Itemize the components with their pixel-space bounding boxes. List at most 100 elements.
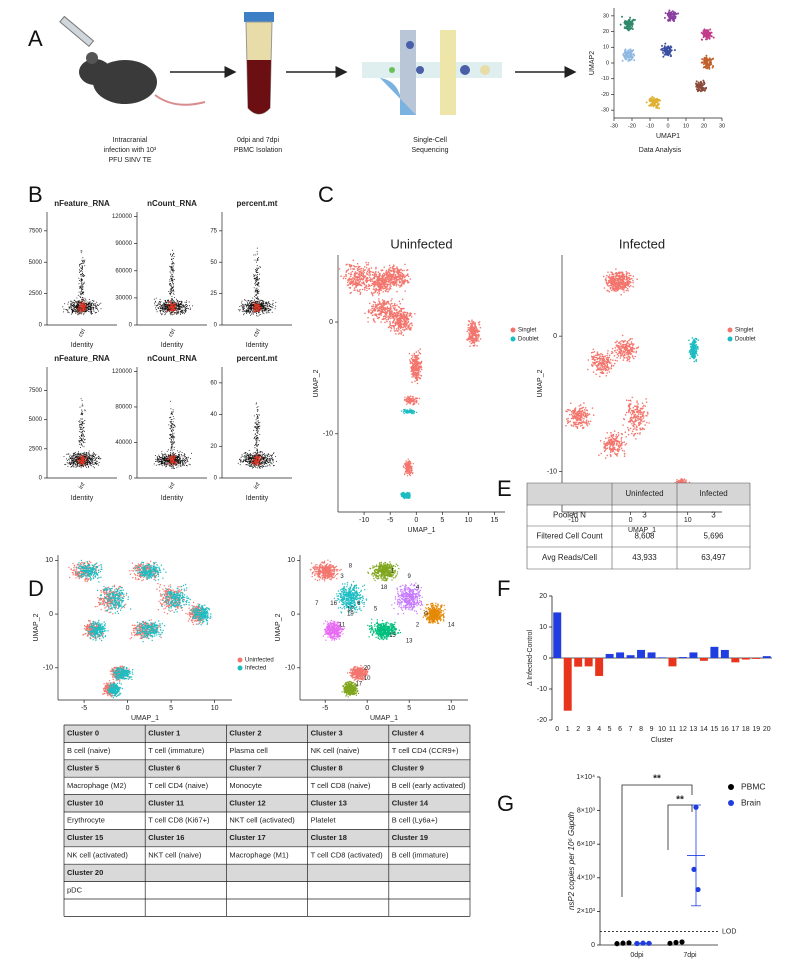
x-tick-label: 10: [683, 123, 689, 129]
bar: [699, 658, 708, 661]
x-axis-label: UMAP1: [656, 133, 680, 140]
x-tick-label: 17: [731, 726, 739, 733]
y-tick-label: 10: [45, 557, 53, 564]
dot: [679, 939, 685, 945]
y-tick-label: 60: [210, 380, 217, 386]
y-tick-label: -10: [537, 686, 547, 693]
y-tick-label: 2×10³: [577, 908, 596, 915]
decorative-dots: [663, 9, 680, 23]
step-caption: PBMC Isolation: [234, 147, 282, 154]
cluster-header: Cluster 4: [392, 729, 425, 738]
tube-illustration: [244, 12, 274, 115]
x-tick-label: 13: [690, 726, 698, 733]
cluster-label: 9: [408, 574, 412, 580]
cell-type: T cell CD4 (naive): [148, 781, 208, 790]
x-tick-label: 0: [414, 517, 418, 524]
y-tick-label: 75: [210, 228, 217, 234]
panel-label: D: [28, 576, 44, 601]
y-tick-label: -20: [537, 717, 547, 724]
legend-label: Doublet: [735, 337, 756, 343]
panel-label: F: [497, 576, 510, 601]
cluster-header: Cluster 6: [148, 763, 180, 772]
decorative-dots: [77, 250, 86, 309]
x-tick-label: ctrl: [168, 328, 177, 338]
cluster-header: Cluster 15: [67, 833, 103, 842]
plot-title: percent.mt: [237, 354, 278, 363]
step-caption: Sequencing: [412, 147, 449, 154]
dot: [620, 940, 626, 946]
x-tick-label: -5: [387, 517, 393, 524]
cluster-header: Cluster 17: [229, 833, 265, 842]
y-tick-label: 0: [291, 611, 295, 618]
cluster-label: 0: [424, 612, 428, 618]
y-tick-label: 10: [603, 45, 609, 51]
y-tick-label: 0: [39, 476, 43, 482]
x-tick-label: 6: [618, 726, 622, 733]
x-tick-label: 0: [666, 123, 669, 129]
y-tick-label: 90000: [115, 241, 132, 247]
significance: **: [676, 795, 684, 806]
y-tick-label: 0: [129, 476, 133, 482]
y-tick-label: 0: [606, 60, 609, 66]
decorative-dots: [190, 603, 212, 626]
decorative-dots: [367, 618, 402, 641]
x-tick-label: 3: [587, 726, 591, 733]
legend-marker: [237, 665, 243, 671]
y-tick-label: 5000: [29, 260, 43, 266]
table-header-bg: [64, 759, 470, 778]
y-tick-label: 20: [210, 444, 217, 450]
decorative-dots: [700, 54, 715, 70]
plot-title: Infected: [619, 236, 665, 251]
cell-type: T cell CD8 (naive): [311, 781, 371, 790]
dot: [673, 939, 679, 946]
decorative-dots: [78, 398, 86, 466]
decorative-dots: [338, 259, 378, 296]
x-axis-label: Cluster: [651, 737, 674, 744]
x-tick-label: 19: [752, 726, 760, 733]
decorative-dots: [700, 28, 715, 41]
plot-title: Uninfected: [390, 236, 452, 251]
bar: [595, 658, 604, 676]
x-axis-label: Identity: [71, 342, 94, 349]
decorative-dots: [253, 247, 262, 317]
plot-title: nFeature_RNA: [54, 199, 110, 208]
cluster-label: 17: [355, 681, 362, 687]
decorative-dots: [167, 400, 176, 468]
cluster-label: 18: [381, 585, 388, 591]
decorative-dots: [587, 348, 617, 378]
mouse-illustration: [59, 15, 206, 106]
decorative-dots: [134, 561, 167, 581]
cluster-label: 14: [448, 622, 455, 628]
cluster-label: 13: [406, 639, 413, 645]
cluster-label: 19: [347, 612, 354, 618]
y-tick-label: 7500: [29, 228, 43, 234]
x-tick-label: 10: [465, 517, 473, 524]
x-tick-label: 4: [597, 726, 601, 733]
decorative-dots: [166, 453, 177, 466]
legend-label: Brain: [741, 797, 761, 807]
x-axis-label: UMAP_1: [628, 527, 656, 534]
table-header-bg: [527, 483, 750, 505]
table-cell: 3: [642, 511, 647, 520]
legend-marker: [510, 327, 516, 333]
x-tick-label: -30: [610, 123, 618, 129]
plot-title: percent.mt: [237, 199, 278, 208]
legend-marker: [510, 336, 516, 342]
decorative-dots: [341, 680, 360, 698]
dot: [614, 941, 620, 947]
y-tick-label: 0: [214, 476, 218, 482]
cluster-label: 3: [340, 574, 344, 580]
x-tick-label: 14: [700, 726, 708, 733]
decorative-dots: [378, 263, 412, 293]
y-tick-label: 0: [591, 942, 595, 949]
y-tick-label: 0: [329, 319, 333, 326]
x-axis-label: Identity: [246, 495, 269, 502]
step-caption: infection with 10³: [104, 147, 157, 154]
table-cell: 5,696: [703, 532, 724, 541]
decorative-dots: [333, 580, 368, 616]
x-axis-label: UMAP_1: [370, 715, 398, 722]
cluster-header: Cluster 10: [67, 798, 103, 807]
decorative-dots: [660, 42, 676, 58]
cluster-label: 4: [416, 585, 420, 591]
y-tick-label: 2500: [29, 291, 43, 297]
